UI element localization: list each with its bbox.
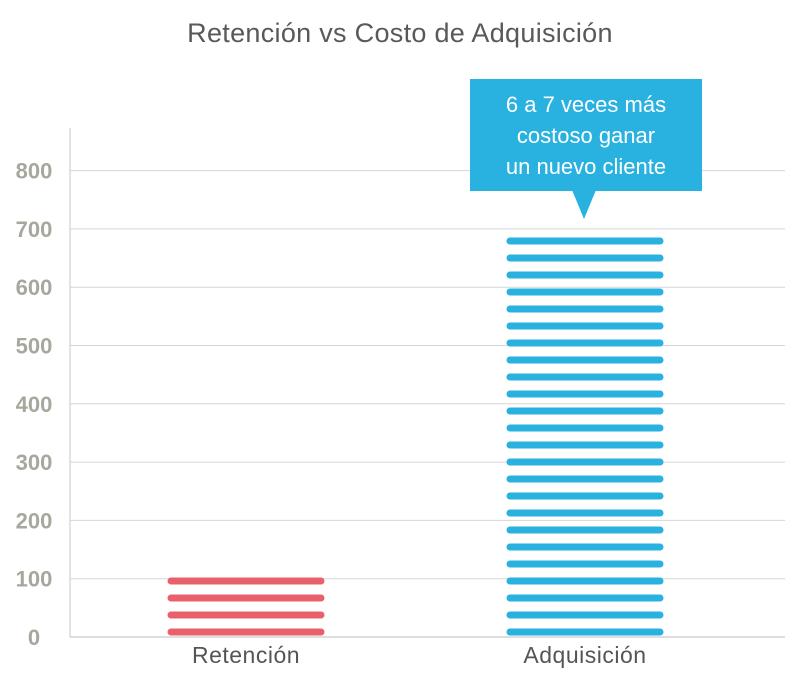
axes: [69, 128, 785, 638]
annotation-text: 6 a 7 veces más costoso ganar un nuevo cli…: [506, 89, 666, 182]
x-category-label: Adquisición: [523, 642, 646, 668]
x-axis-category-labels: Retención Adquisición: [192, 642, 646, 668]
gridlines: [70, 170, 785, 580]
y-tick-label: 100: [16, 567, 53, 592]
annotation-line: 6 a 7 veces más: [505, 91, 667, 117]
y-tick-label: 500: [16, 334, 53, 359]
annotation-callout-pointer: [572, 190, 596, 219]
annotation-line: un nuevo cliente: [505, 153, 667, 179]
y-tick-label: 300: [16, 450, 53, 475]
x-category-label: Retención: [192, 642, 300, 668]
bar-adquisicion: [506, 237, 664, 636]
chart-title: Retención vs Costo de Adquisición: [187, 18, 613, 48]
y-tick-label: 700: [16, 217, 53, 242]
annotation-line: costoso ganar: [516, 122, 656, 148]
y-tick-label: 0: [28, 625, 40, 650]
y-tick-label: 600: [16, 275, 53, 300]
y-tick-label: 400: [16, 392, 53, 417]
annotation-callout: 6 a 7 veces más costoso ganar un nuevo cli…: [470, 79, 702, 191]
y-tick-label: 800: [16, 159, 53, 184]
y-axis-tick-labels: 0 100 200 300 400 500 600 700 800: [16, 159, 53, 650]
bars: [167, 237, 664, 636]
bar-retencion: [167, 577, 325, 636]
y-tick-label: 200: [16, 508, 53, 533]
